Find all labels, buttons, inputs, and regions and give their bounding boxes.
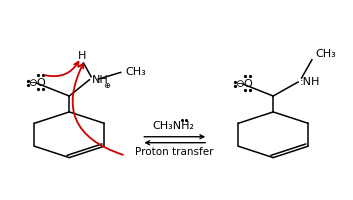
Text: CH₃: CH₃: [125, 67, 146, 77]
Text: CH₃: CH₃: [315, 49, 336, 59]
Text: :NH: :NH: [299, 77, 320, 87]
Text: H: H: [78, 51, 86, 61]
Text: O: O: [243, 79, 252, 89]
Text: ⊖: ⊖: [234, 79, 243, 89]
Text: NH: NH: [91, 75, 108, 85]
Text: O: O: [36, 78, 45, 88]
Text: CH₃NH₂: CH₃NH₂: [152, 121, 194, 131]
Text: Proton transfer: Proton transfer: [136, 147, 214, 157]
Text: ⊖: ⊖: [28, 78, 36, 88]
Text: ⊕: ⊕: [103, 81, 110, 90]
